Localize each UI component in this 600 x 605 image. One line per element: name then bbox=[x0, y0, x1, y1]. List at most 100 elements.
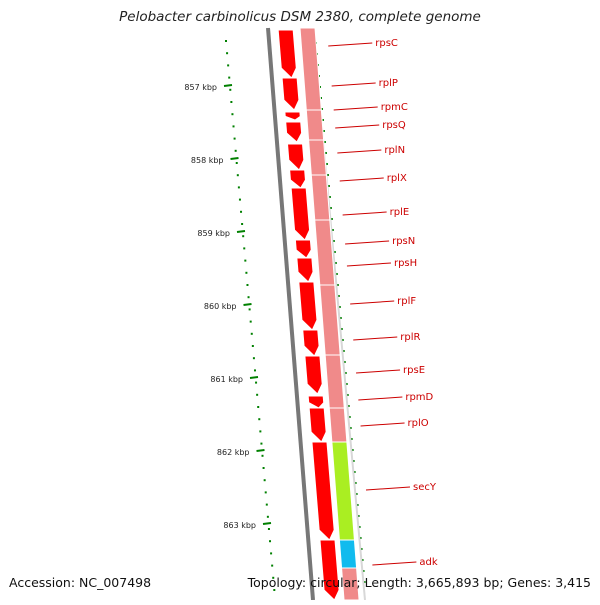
gc-skew-dot bbox=[249, 320, 252, 323]
gc-skew-dot bbox=[238, 198, 241, 201]
gc-skew-dot bbox=[338, 306, 341, 308]
gene-label-rpsC: rpsC bbox=[375, 38, 398, 49]
gc-skew-dot bbox=[323, 141, 326, 143]
cog-band-segment bbox=[308, 139, 327, 176]
gc-skew-dot bbox=[235, 162, 238, 164]
gc-skew-dot bbox=[324, 152, 327, 154]
gc-skew-dot bbox=[246, 284, 249, 286]
gc-skew-dot bbox=[352, 460, 355, 462]
ruler-tick-label: 863 kbp bbox=[223, 521, 256, 530]
gc-skew-dot bbox=[319, 97, 322, 99]
gc-skew-dot bbox=[339, 317, 342, 319]
backbone-line bbox=[266, 27, 315, 601]
gc-skew-dot bbox=[240, 210, 243, 213]
gene-label-rpmC: rpmC bbox=[381, 102, 408, 113]
gene-arrow-rplF bbox=[298, 281, 318, 331]
gene-arrow-rplR bbox=[302, 329, 320, 357]
gene-label-rpsN: rpsN bbox=[392, 236, 415, 247]
gc-skew-dot bbox=[328, 196, 331, 198]
gene-arrow-rplX bbox=[289, 169, 306, 189]
gc-skew-dot bbox=[232, 125, 235, 128]
gc-skew-dot bbox=[258, 418, 261, 421]
gc-skew-dot bbox=[244, 259, 247, 262]
ruler-tick bbox=[223, 84, 233, 87]
accession-label: Accession: NC_007498 bbox=[9, 575, 152, 590]
cog-band-segment bbox=[328, 407, 348, 443]
gc-skew-dot bbox=[242, 235, 245, 238]
gc-skew-dot bbox=[243, 247, 246, 250]
gc-skew-dot bbox=[245, 271, 248, 274]
gene-label-connector bbox=[335, 124, 380, 129]
gene-label-connector bbox=[328, 42, 373, 47]
gene-label-connector bbox=[360, 422, 405, 427]
gc-skew-dot bbox=[356, 504, 359, 506]
gc-skew-dot bbox=[266, 515, 269, 518]
gc-skew-dot bbox=[272, 576, 275, 579]
gc-skew-dot bbox=[263, 479, 266, 482]
gc-skew-dot bbox=[329, 207, 332, 209]
gc-skew-dot bbox=[363, 581, 366, 583]
gc-skew-dot bbox=[347, 405, 350, 407]
gene-arrow-rpsQ bbox=[285, 121, 303, 143]
gc-skew-dot bbox=[348, 416, 351, 418]
gc-skew-dot bbox=[262, 467, 265, 469]
gc-skew-dot bbox=[326, 174, 329, 176]
gc-skew-dot bbox=[251, 345, 254, 347]
gc-skew-dot bbox=[355, 493, 358, 495]
gene-label-connector bbox=[346, 262, 391, 267]
gc-skew-dot bbox=[360, 548, 363, 550]
gc-skew-dot bbox=[260, 442, 263, 445]
gene-arrow-secY bbox=[311, 441, 335, 541]
gc-skew-dot bbox=[327, 185, 330, 187]
genome-summary: Topology: circular; Length: 3,665,893 bp… bbox=[247, 575, 591, 590]
gene-label-connector bbox=[365, 486, 411, 491]
cog-band-segment bbox=[338, 539, 358, 569]
gc-skew-dot bbox=[334, 262, 337, 264]
gc-skew-dot bbox=[361, 559, 364, 561]
gc-skew-dot bbox=[234, 149, 237, 152]
gc-skew-dot bbox=[345, 383, 348, 385]
gc-skew-dot bbox=[350, 438, 353, 440]
gene-label-rpmD: rpmD bbox=[405, 392, 433, 403]
gc-skew-dot bbox=[229, 88, 232, 91]
gc-skew-dot bbox=[357, 515, 360, 517]
ruler-tick bbox=[256, 449, 265, 452]
gc-skew-dot bbox=[322, 130, 325, 132]
cog-band-segment bbox=[310, 174, 331, 221]
gc-skew-dot bbox=[358, 526, 361, 528]
gene-label-connector bbox=[345, 240, 390, 245]
ruler-tick-label: 858 kbp bbox=[191, 156, 224, 165]
gc-skew-dot bbox=[261, 454, 264, 457]
ruler-tick-label: 857 kbp bbox=[184, 83, 217, 92]
gc-skew-dot bbox=[228, 76, 231, 79]
ruler-tick bbox=[249, 376, 259, 379]
gene-label-rpsH: rpsH bbox=[394, 258, 417, 269]
cog-band-segment bbox=[324, 354, 345, 409]
gene-arrow-rpsE bbox=[304, 355, 323, 395]
cog-band-segment bbox=[305, 109, 325, 141]
gc-skew-dot bbox=[253, 369, 256, 372]
gc-skew-dot bbox=[247, 296, 250, 299]
gc-skew-dot bbox=[343, 361, 346, 363]
gene-label-adk: adk bbox=[419, 557, 437, 568]
gc-skew-dot bbox=[330, 218, 333, 220]
gene-arrow-rplE bbox=[290, 187, 311, 241]
gc-skew-dot bbox=[241, 223, 244, 225]
gene-arrow-rpmC bbox=[284, 111, 301, 121]
cog-band-segment bbox=[299, 27, 322, 111]
gc-skew-dot bbox=[248, 308, 251, 311]
ruler-tick bbox=[243, 303, 252, 306]
ruler-tick-label: 859 kbp bbox=[197, 229, 230, 238]
gc-skew-dot bbox=[230, 101, 233, 103]
gene-label-connector bbox=[350, 300, 395, 305]
gc-skew-dot bbox=[341, 339, 344, 341]
gene-label-connector bbox=[331, 82, 376, 87]
gene-label-rplF: rplF bbox=[397, 296, 416, 307]
gc-skew-dot bbox=[226, 52, 229, 55]
gc-skew-dot bbox=[237, 186, 240, 189]
gc-skew-dot bbox=[233, 137, 236, 140]
gc-skew-dot bbox=[335, 273, 338, 275]
gc-skew-dot bbox=[351, 449, 354, 451]
gc-skew-dot bbox=[225, 40, 227, 42]
